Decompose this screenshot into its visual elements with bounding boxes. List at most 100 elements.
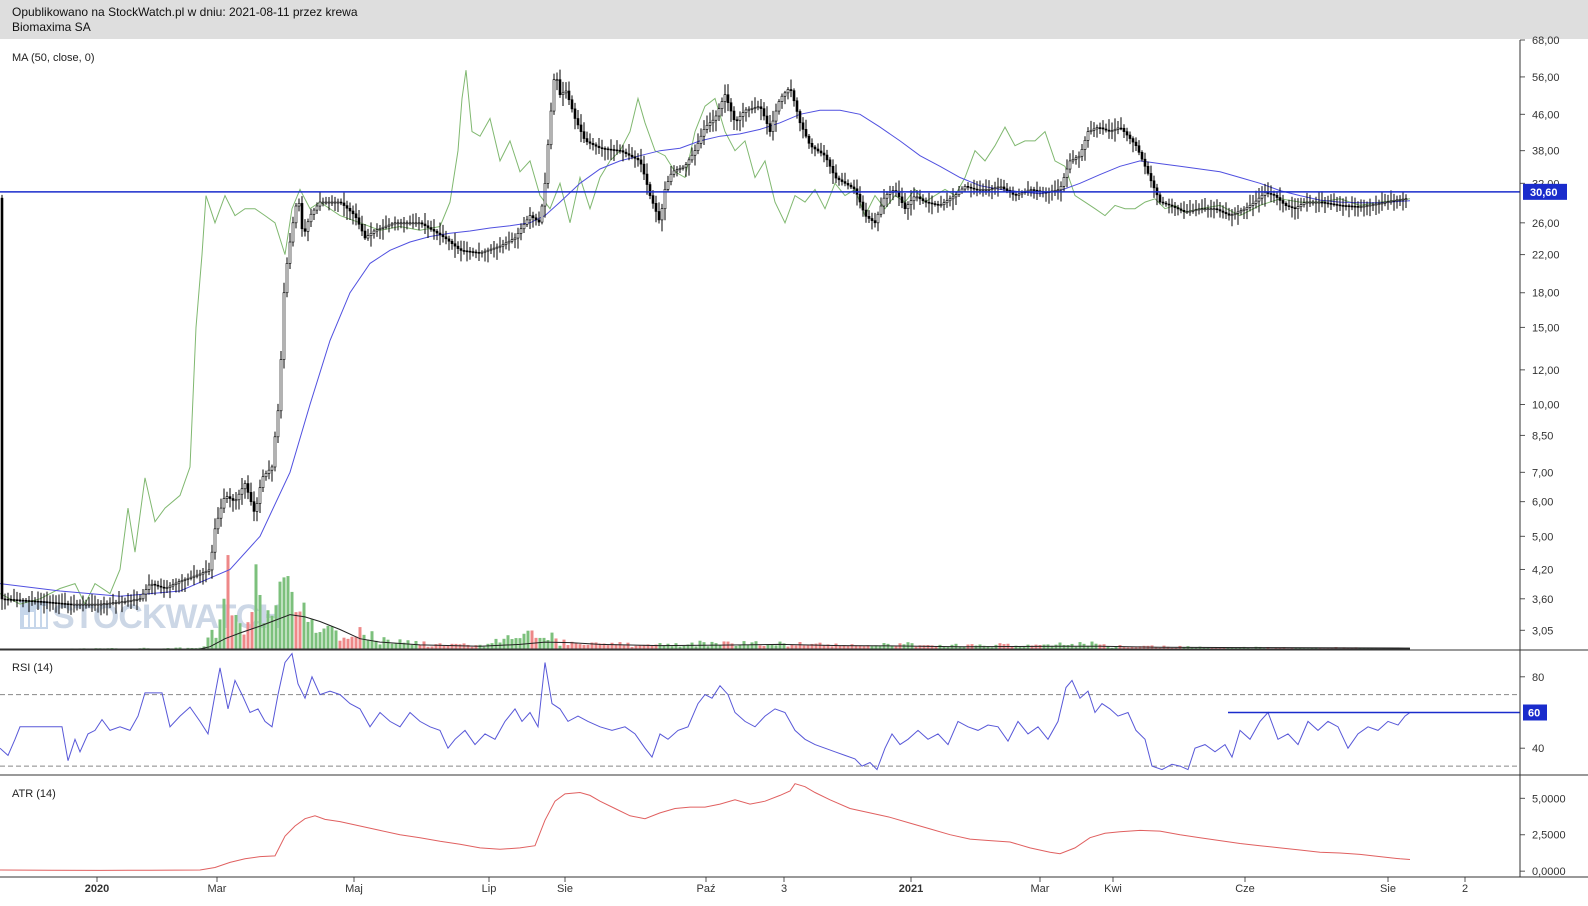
volume-bar <box>426 646 430 649</box>
volume-bar <box>406 640 410 649</box>
candle-body <box>1359 206 1363 208</box>
candle-body <box>606 148 610 151</box>
candle-body <box>861 201 865 211</box>
candle-body <box>363 230 367 239</box>
volume-bar <box>546 640 550 649</box>
candle-body <box>864 209 868 217</box>
volume-bar <box>446 645 450 649</box>
volume-bar <box>706 646 710 649</box>
volume-bar <box>738 645 742 649</box>
volume-bar <box>902 644 906 649</box>
candle-body <box>1137 145 1141 153</box>
candle-body <box>417 222 421 225</box>
volume-bar <box>554 638 558 649</box>
candle-body <box>657 211 661 221</box>
candle-body <box>1254 200 1258 204</box>
watermark-bar-icon <box>30 612 34 627</box>
candle-body <box>1215 208 1219 211</box>
x-tick-label: 2021 <box>899 883 923 895</box>
price-panel[interactable]: 68,0056,0046,0038,0032,0026,0022,0018,00… <box>0 35 1567 650</box>
candle-body <box>591 142 595 146</box>
volume-bar <box>174 647 178 649</box>
candle-body <box>1278 197 1282 201</box>
candle-body <box>1212 208 1216 211</box>
price-tick-label: 10,00 <box>1532 400 1560 412</box>
candle-body <box>441 234 445 238</box>
candle-body <box>1335 204 1339 206</box>
volume-bar <box>290 591 294 649</box>
candle-body <box>624 151 628 154</box>
volume-bar <box>1138 646 1142 649</box>
candle-body <box>1365 205 1369 207</box>
volume-bar <box>366 639 370 649</box>
candle-body <box>951 196 955 200</box>
price-tick-label: 7,00 <box>1532 467 1553 479</box>
volume-bar <box>1030 645 1034 649</box>
candle-body <box>1305 201 1309 204</box>
volume-bar <box>434 644 438 649</box>
candle-body <box>816 148 820 152</box>
candle-body <box>651 195 655 204</box>
volume-bar <box>582 644 586 649</box>
candle-body <box>72 603 76 606</box>
candle-body <box>1347 205 1351 208</box>
candle-body <box>498 245 502 248</box>
volume-bar <box>1010 646 1014 649</box>
volume-bar <box>714 643 718 649</box>
candle-body <box>990 188 994 191</box>
volume-bar <box>306 621 310 649</box>
candle-body <box>1284 203 1288 206</box>
candle-body <box>534 217 538 221</box>
candle-body <box>939 204 943 206</box>
candle-body <box>936 203 940 206</box>
candle-body <box>3 598 7 601</box>
volume-bar <box>826 644 830 649</box>
volume-bar <box>674 643 678 649</box>
price-tick-label: 8,50 <box>1532 430 1553 442</box>
volume-bar <box>918 645 922 649</box>
candle-body <box>687 159 691 165</box>
volume-bar <box>1022 645 1026 649</box>
candle-body <box>1059 186 1063 191</box>
candle-body <box>393 222 397 225</box>
volume-bar <box>646 644 650 649</box>
candle-body <box>1326 202 1330 205</box>
candle-body <box>1122 127 1126 132</box>
candle-body <box>792 90 796 102</box>
atr-panel[interactable]: ATR (14) 5,0000 2,5000 0,0000 <box>0 783 1566 878</box>
volume-bar <box>1182 647 1186 649</box>
volume-bar <box>1166 646 1170 649</box>
volume-bar <box>890 645 894 649</box>
candle-body <box>426 225 430 228</box>
volume-bar <box>1194 647 1198 649</box>
candle-body <box>114 602 118 604</box>
candle-body <box>1395 199 1399 202</box>
candle-body <box>225 496 229 499</box>
volume-bar <box>798 642 802 649</box>
volume-bar <box>1106 646 1110 649</box>
candle-body <box>444 236 448 240</box>
volume-bar <box>1310 647 1314 649</box>
rsi-panel[interactable]: RSI (14) 80 40 60 <box>0 652 1547 771</box>
volume-bar <box>178 647 182 649</box>
candle-body <box>1092 128 1096 131</box>
volume-bar <box>986 646 990 649</box>
candle-body <box>483 250 487 253</box>
candle-body <box>222 498 226 509</box>
candle-body <box>183 579 187 581</box>
candle-body <box>351 210 355 215</box>
volume-bar <box>686 644 690 649</box>
volume-bar <box>642 644 646 649</box>
candle-body <box>915 196 919 199</box>
candle-body <box>906 204 910 210</box>
candle-body <box>1002 186 1006 190</box>
volume-bar <box>682 645 686 649</box>
candle-body <box>1323 202 1327 204</box>
volume-bar <box>578 644 582 649</box>
candle-body <box>21 599 25 602</box>
candle-body <box>9 599 13 601</box>
candle-body <box>729 102 733 112</box>
ma-line <box>0 109 1411 597</box>
candle-body <box>411 222 415 225</box>
candle-body <box>666 181 670 190</box>
